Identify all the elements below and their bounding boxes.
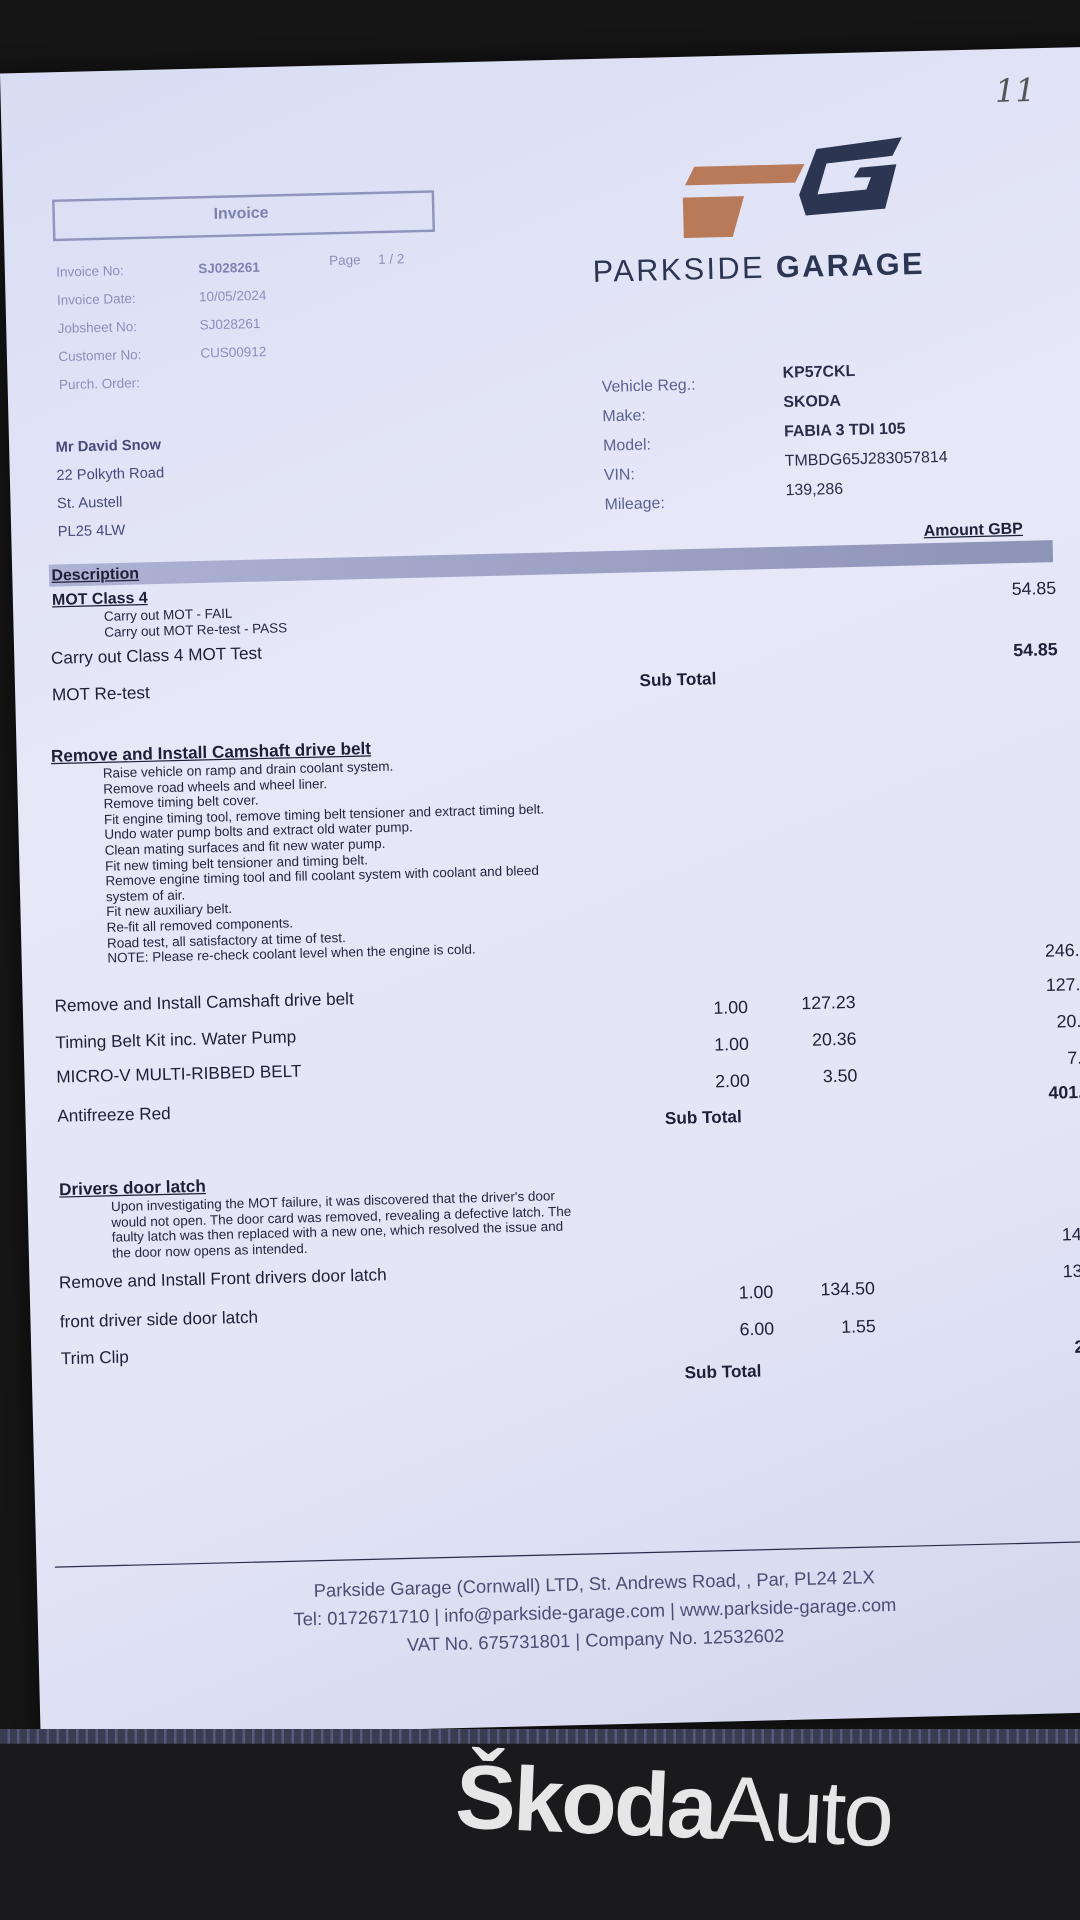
vehicle-label: Vehicle Reg.: [601, 374, 696, 396]
folder-edge [0, 1728, 1080, 1744]
subtotal-label: Sub Total [639, 668, 717, 690]
parkside-logo-mark [681, 137, 902, 239]
logo-name-light: PARKSIDE [592, 250, 766, 290]
line-amount: 54.85 [1011, 579, 1057, 600]
line-price: 134.50 [820, 1279, 876, 1301]
jobsheet-number: SJ028261 [199, 316, 261, 334]
table-header-bar [48, 540, 1054, 587]
subtotal-value: 54.85 [1013, 640, 1058, 662]
parkside-logo-text: PARKSIDE GARAGE [592, 247, 925, 291]
address-line: 22 Polkyth Road [56, 463, 165, 484]
invoice-fields: Invoice No: SJ028261 Invoice Date: 10/05/2… [56, 261, 266, 407]
subtotal-label: Sub Total [684, 1360, 762, 1383]
field-label: Purch. Order: [58, 376, 141, 393]
line-qty: 1.00 [714, 1035, 750, 1056]
vehicle-model: FABIA 3 TDI 105 [783, 418, 906, 441]
skoda-folder: ŠkodaAuto [0, 1728, 1080, 1920]
line-desc: Trim Clip [60, 1346, 129, 1368]
line-desc: front driver side door latch [59, 1306, 259, 1332]
line-desc: Remove and Install Camshaft drive belt [54, 988, 354, 1016]
line-desc: Timing Belt Kit inc. Water Pump [55, 1026, 297, 1052]
subtotal-value: 401.34 [1048, 1082, 1080, 1104]
description-header: Description [51, 563, 140, 585]
section-steps: Raise vehicle on ramp and drain coolant … [103, 756, 548, 967]
customer-name: Mr David Snow [55, 435, 162, 456]
amount-header: Amount GBP [923, 518, 1023, 540]
line-desc: Remove and Install Front drivers door la… [58, 1264, 387, 1292]
logo-name-bold: GARAGE [775, 246, 926, 285]
page-value: 1 / 2 [377, 252, 405, 268]
line-amount: 246.75 [1044, 940, 1080, 962]
subtotal-label: Sub Total [664, 1106, 742, 1128]
vehicle-vin: TMBDG65J283057814 [784, 447, 948, 470]
logo-bold: Škoda [453, 1745, 718, 1859]
line-desc: Antifreeze Red [57, 1103, 171, 1126]
handwritten-note: 11 [994, 72, 1037, 111]
address-postcode: PL25 4LW [57, 521, 126, 540]
subtotal-value: 284. [1074, 1337, 1080, 1358]
field-label: Invoice No: [56, 263, 124, 281]
customer-number: CUS00912 [200, 345, 267, 362]
footer: Parkside Garage (Cornwall) LTD, St. Andr… [245, 1562, 945, 1664]
vehicle-label: VIN: [603, 464, 636, 484]
line-desc: MICRO-V MULTI-RIBBED BELT [56, 1060, 302, 1087]
line-desc: MOT Re-test [51, 682, 150, 705]
skoda-auto-logo: ŠkodaAuto [453, 1744, 894, 1867]
field-label: Jobsheet No: [57, 319, 138, 337]
field-label: Customer No: [58, 348, 142, 365]
line-amount: 141.0 [1061, 1224, 1080, 1246]
section-steps: Carry out MOT - FAIL Carry out MOT Re-te… [104, 605, 288, 640]
page-label: Page [329, 253, 361, 269]
logo-light: Auto [712, 1756, 894, 1866]
line-desc: Carry out Class 4 MOT Test [50, 642, 263, 668]
invoice-date: 10/05/2024 [198, 288, 267, 306]
line-price: 1.55 [840, 1317, 877, 1338]
line-qty: 6.00 [739, 1319, 775, 1341]
line-price: 3.50 [822, 1066, 858, 1088]
line-price: 127.23 [801, 993, 856, 1015]
invoice-page: 11 Invoice Page 1 / 2 Invoice No: SJ02826… [0, 46, 1080, 1739]
line-qty: 2.00 [714, 1071, 750, 1093]
vehicle-make: SKODA [783, 390, 842, 411]
invoice-number: SJ028261 [198, 260, 260, 277]
vehicle-details: Vehicle Reg.: KP57CKL Make: SKODA Model: FA… [601, 361, 947, 519]
line-amount: 127.23 [1045, 975, 1080, 996]
section-title-mot: MOT Class 4 [51, 587, 148, 609]
vehicle-label: Make: [602, 405, 646, 425]
line-qty: 1.00 [713, 998, 749, 1019]
line-amount: 7.00 [1067, 1048, 1080, 1069]
vehicle-mileage: 139,286 [785, 479, 844, 499]
section-title-door-latch: Drivers door latch [58, 1175, 207, 1199]
line-qty: 1.00 [738, 1283, 774, 1304]
line-amount: 20.36 [1056, 1011, 1080, 1033]
address-line: St. Austell [56, 493, 123, 512]
vehicle-reg: KP57CKL [782, 361, 856, 382]
line-amount: 9. [1010, 1299, 1080, 1321]
line-amount: 134.5 [1062, 1261, 1080, 1283]
line-price: 20.36 [811, 1029, 857, 1051]
field-label: Invoice Date: [56, 291, 136, 309]
section-steps: Upon investigating the MOT failure, it w… [111, 1189, 572, 1262]
vehicle-label: Model: [602, 434, 652, 455]
customer-address: Mr David Snow 22 Polkyth Road St. Austel… [55, 431, 166, 546]
vehicle-label: Mileage: [604, 493, 665, 514]
